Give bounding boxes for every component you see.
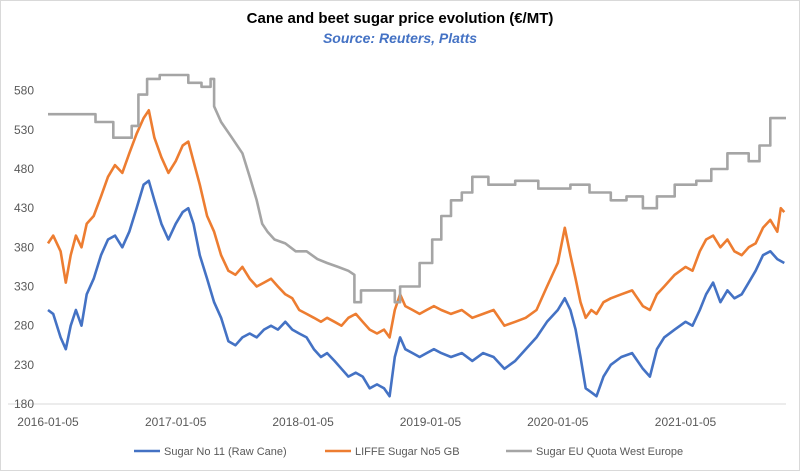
y-tick-label: 430: [14, 201, 34, 215]
series-lines: [46, 73, 786, 398]
series-line-1: [47, 179, 785, 398]
legend-label: LIFFE Sugar No5 GB: [355, 446, 460, 458]
legend-item: Sugar No 11 (Raw Cane): [134, 446, 287, 458]
y-tick-label: 530: [14, 123, 34, 137]
y-tick-label: 480: [14, 162, 34, 176]
x-tick-label: 2021-01-05: [655, 415, 717, 429]
x-tick-label: 2020-01-05: [527, 415, 589, 429]
x-tick-label: 2019-01-05: [400, 415, 462, 429]
x-tick-label: 2018-01-05: [272, 415, 334, 429]
x-tick-label: 2016-01-05: [17, 415, 79, 429]
axes: 180 230 280 330 380 430 480 530 580 2016-01-05 201…: [8, 84, 786, 429]
legend-label: Sugar No 11 (Raw Cane): [164, 446, 287, 458]
y-tick-label: 180: [14, 397, 34, 411]
x-tick-label: 2017-01-05: [145, 415, 207, 429]
series-line-3: [48, 73, 786, 304]
y-tick-label: 580: [14, 84, 34, 98]
y-tick-label: 380: [14, 240, 34, 254]
chart-subtitle: Source: Reuters, Platts: [322, 30, 478, 46]
legend-label: Sugar EU Quota West Europe: [536, 446, 683, 458]
legend: Sugar No 11 (Raw Cane) LIFFE Sugar No5 GB…: [134, 446, 683, 458]
y-tick-label: 230: [14, 358, 34, 372]
legend-item: LIFFE Sugar No5 GB: [325, 446, 460, 458]
y-tick-label: 280: [14, 319, 34, 333]
legend-item: Sugar EU Quota West Europe: [506, 446, 683, 458]
chart-title: Cane and beet sugar price evolution (€/M…: [246, 10, 554, 27]
series-line-2: [46, 109, 786, 339]
y-tick-label: 330: [14, 280, 34, 294]
